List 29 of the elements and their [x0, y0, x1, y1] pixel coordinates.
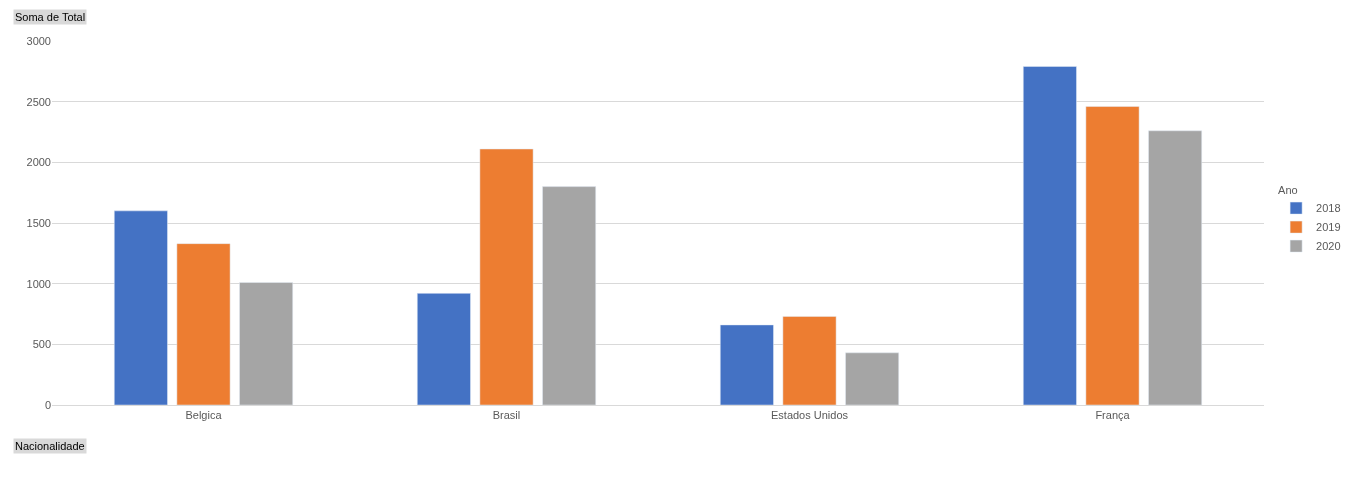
y-tick-label: 500: [32, 338, 51, 351]
bar: [720, 324, 774, 405]
bar: [782, 316, 837, 405]
y-tick-label: 1500: [26, 216, 51, 229]
x-tick-label: França: [1095, 409, 1131, 422]
bar: [417, 293, 471, 405]
bar: [1148, 130, 1202, 405]
legend-label: 2020: [1316, 240, 1341, 253]
x-tick-label: Brasil: [492, 409, 521, 422]
y-axis-title: Soma de Total: [15, 11, 86, 23]
legend-title: Ano: [1278, 183, 1298, 196]
bar: [176, 243, 231, 405]
x-tick-label: Estados Unidos: [770, 409, 849, 422]
y-tick-label: 0: [44, 398, 51, 411]
bar: [845, 352, 899, 405]
bar: [479, 148, 534, 405]
bar: [542, 186, 596, 405]
bar: [1023, 66, 1077, 405]
y-tick-label: 2000: [26, 156, 51, 169]
y-tick-label: 3000: [26, 34, 51, 47]
legend-label: 2019: [1316, 221, 1341, 234]
bar: [1085, 106, 1140, 405]
y-tick-label: 1000: [26, 277, 51, 290]
x-tick-label: Belgica: [185, 409, 223, 422]
bar: [114, 210, 168, 405]
bar: [239, 282, 293, 405]
x-axis-title: Nacionalidade: [15, 440, 85, 452]
y-tick-label: 2500: [26, 95, 51, 108]
legend-label: 2018: [1316, 202, 1341, 215]
